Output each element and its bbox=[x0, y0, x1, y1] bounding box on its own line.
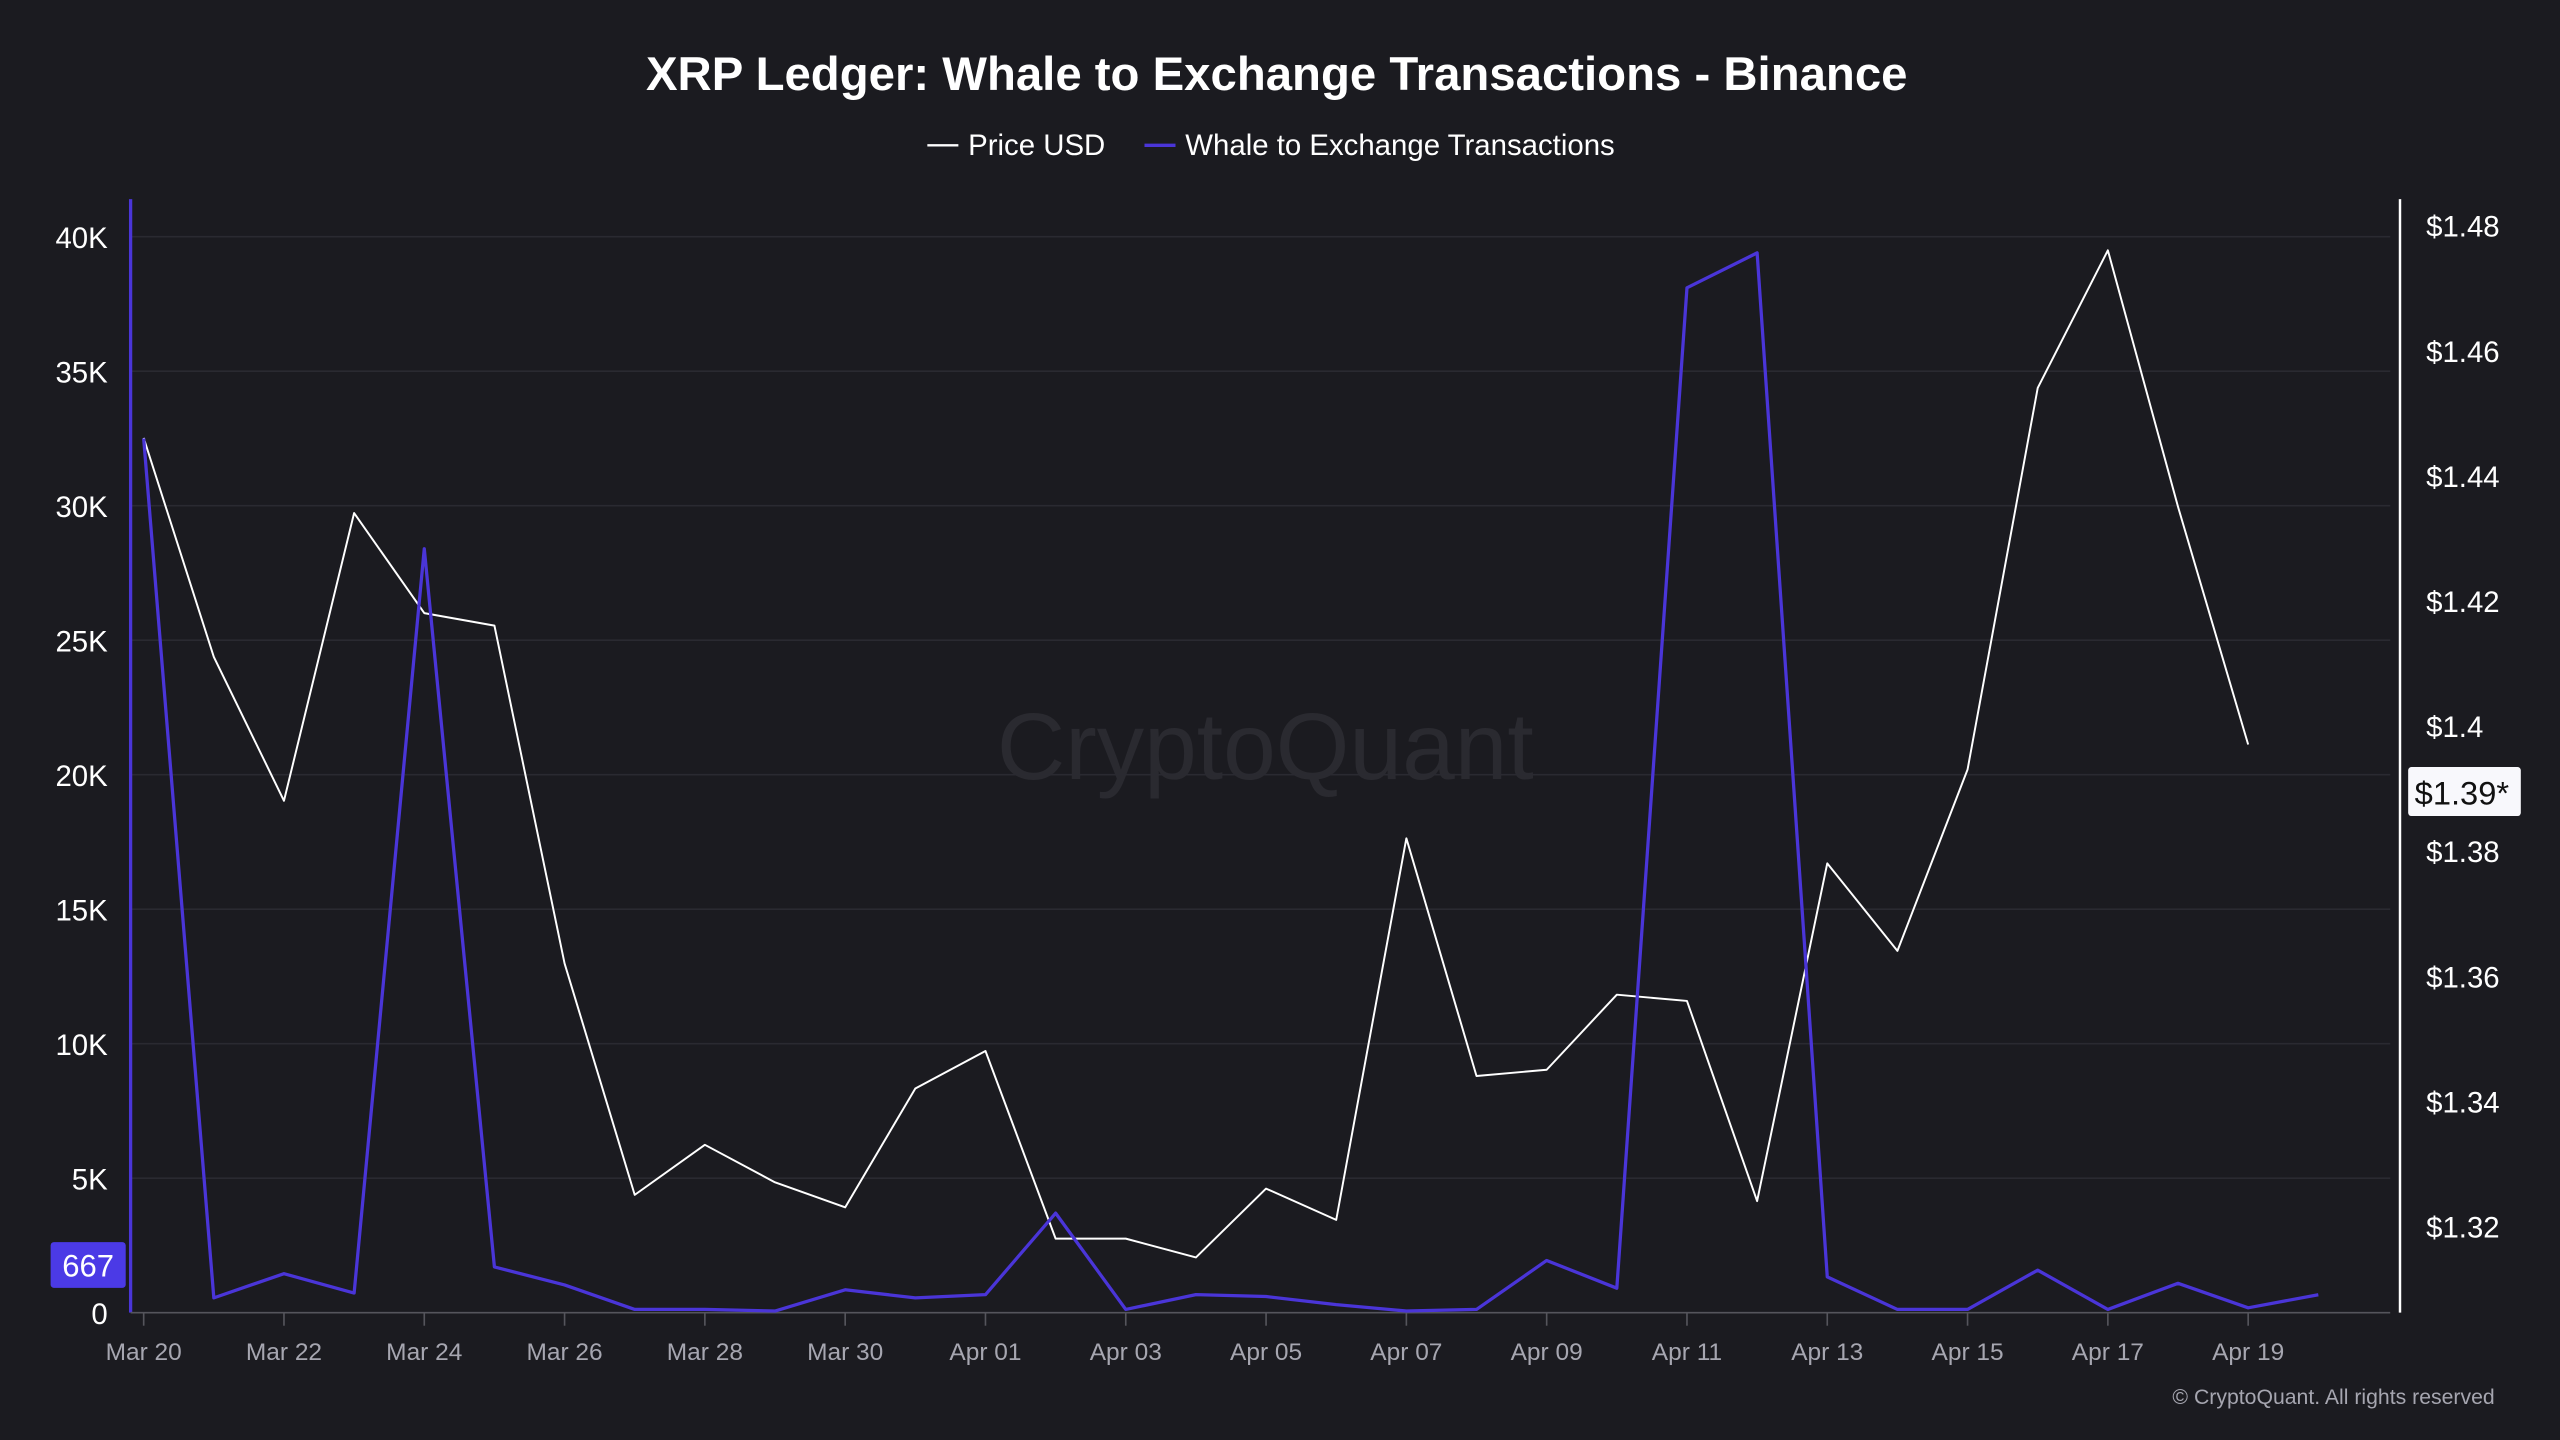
legend-label-price: Price USD bbox=[968, 129, 1105, 162]
y-left-tick-label: 40K bbox=[55, 222, 108, 255]
x-tick-label: Apr 07 bbox=[1370, 1339, 1442, 1366]
y-left-tick-label: 0 bbox=[91, 1298, 107, 1331]
x-tick-label: Apr 03 bbox=[1090, 1339, 1162, 1366]
legend: Price USD Whale to Exchange Transactions bbox=[927, 129, 1615, 162]
y-left-tick-label: 20K bbox=[55, 760, 108, 793]
y-right-tick-label: $1.38 bbox=[2426, 836, 2500, 869]
y-right-tick-label: $1.34 bbox=[2426, 1086, 2500, 1119]
y-left-tick-label: 35K bbox=[55, 357, 108, 390]
y-left-tick-label: 5K bbox=[72, 1164, 108, 1197]
legend-label-whale: Whale to Exchange Transactions bbox=[1185, 129, 1614, 162]
y-right-tick-label: $1.32 bbox=[2426, 1212, 2500, 1245]
y-right-tick-label: $1.46 bbox=[2426, 336, 2500, 369]
y-left-tick-label: 30K bbox=[55, 491, 108, 524]
last-value-badge-right bbox=[2408, 767, 2521, 817]
chart-title: XRP Ledger: Whale to Exchange Transactio… bbox=[646, 48, 1908, 101]
x-tick-label: Mar 30 bbox=[807, 1339, 883, 1366]
x-tick-label: Apr 09 bbox=[1511, 1339, 1583, 1366]
legend-item-price[interactable]: Price USD bbox=[927, 129, 1105, 162]
legend-item-whale[interactable]: Whale to Exchange Transactions bbox=[1144, 129, 1615, 162]
y-right-tick-label: $1.42 bbox=[2426, 586, 2500, 619]
x-tick-label: Mar 24 bbox=[386, 1339, 462, 1366]
x-tick-label: Apr 13 bbox=[1791, 1339, 1863, 1366]
y-right-tick-label: $1.48 bbox=[2426, 211, 2500, 244]
x-tick-label: Apr 15 bbox=[1932, 1339, 2004, 1366]
last-value-left: 667 bbox=[62, 1248, 114, 1283]
y-right-tick-label: $1.44 bbox=[2426, 461, 2500, 494]
y-left-tick-label: 25K bbox=[55, 626, 108, 659]
last-value-right: $1.39* bbox=[2415, 775, 2510, 812]
y-right-tick-label: $1.4 bbox=[2426, 711, 2483, 744]
x-tick-label: Apr 11 bbox=[1652, 1339, 1722, 1366]
y-left-tick-label: 10K bbox=[55, 1029, 108, 1062]
copyright-footer: © CryptoQuant. All rights reserved bbox=[2172, 1386, 2494, 1409]
y-right-tick-label: $1.36 bbox=[2426, 961, 2500, 994]
x-tick-label: Apr 19 bbox=[2212, 1339, 2284, 1366]
x-tick-label: Apr 01 bbox=[949, 1339, 1021, 1366]
x-tick-label: Apr 05 bbox=[1230, 1339, 1302, 1366]
watermark: CryptoQuant bbox=[997, 694, 1534, 800]
x-tick-label: Mar 26 bbox=[526, 1339, 602, 1366]
x-tick-label: Mar 20 bbox=[106, 1339, 182, 1366]
last-value-badge-left bbox=[50, 1242, 126, 1288]
y-left-tick-label: 15K bbox=[55, 895, 108, 928]
x-tick-label: Mar 28 bbox=[667, 1339, 743, 1366]
whale-transactions-line bbox=[142, 251, 2319, 1313]
x-tick-label: Apr 17 bbox=[2072, 1339, 2144, 1366]
x-tick-label: Mar 22 bbox=[246, 1339, 322, 1366]
